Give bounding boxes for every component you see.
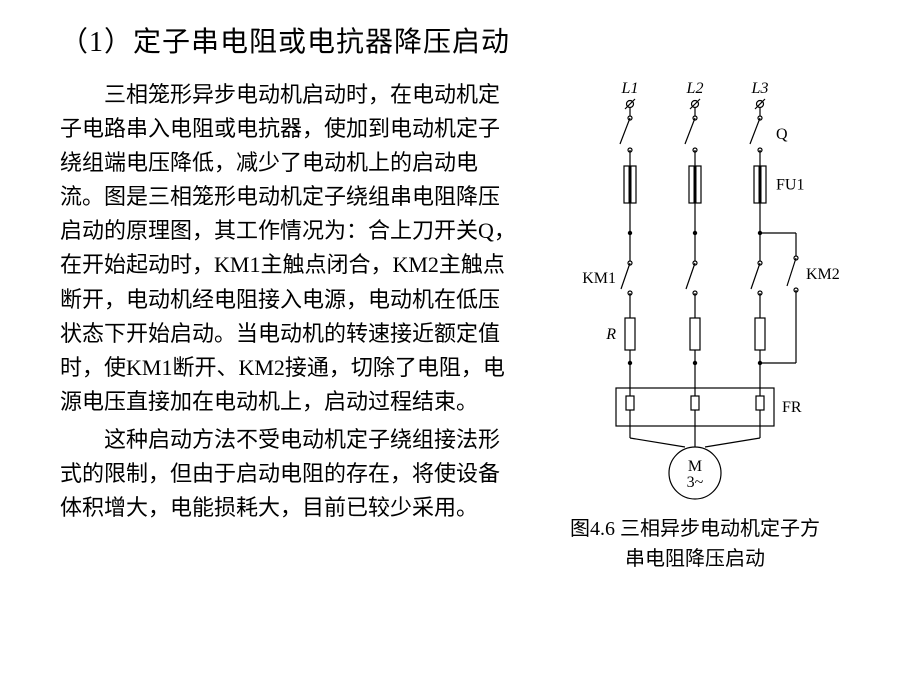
svg-text:L2: L2 [686, 80, 704, 97]
svg-text:FR: FR [782, 399, 802, 416]
svg-text:L1: L1 [621, 80, 639, 97]
paragraph-2: 这种启动方法不受电动机定子绕组接法形式的限制，但由于启动电阻的存在，将使设备体积… [60, 423, 520, 525]
figure-column: L1 L2 L3 Q FU1 KM2 KM1 R FR M3~ 图4.6 三相异步电动机定子方 串… [540, 78, 850, 574]
svg-text:3~: 3~ [687, 474, 704, 491]
caption-line-2: 串电阻降压启动 [625, 548, 765, 570]
content-row: 三相笼形异步电动机启动时，在电动机定子电路串入电阻或电抗器，使加到电动机定子绕组… [60, 78, 870, 574]
circuit-diagram: L1 L2 L3 Q FU1 KM2 KM1 R FR M3~ [540, 78, 850, 508]
svg-text:KM1: KM1 [582, 270, 616, 287]
svg-text:R: R [605, 326, 616, 343]
paragraph-1: 三相笼形异步电动机启动时，在电动机定子电路串入电阻或电抗器，使加到电动机定子绕组… [60, 78, 520, 419]
section-heading: （1）定子串电阻或电抗器降压启动 [60, 20, 870, 60]
svg-text:KM2: KM2 [806, 266, 840, 283]
text-column: 三相笼形异步电动机启动时，在电动机定子电路串入电阻或电抗器，使加到电动机定子绕组… [60, 78, 520, 574]
svg-text:Q: Q [776, 126, 788, 143]
svg-text:FU1: FU1 [776, 177, 804, 194]
figure-caption: 图4.6 三相异步电动机定子方 串电阻降压启动 [570, 514, 820, 574]
svg-text:L3: L3 [751, 80, 769, 97]
caption-line-1: 图4.6 三相异步电动机定子方 [570, 518, 820, 540]
svg-text:M: M [688, 458, 702, 475]
